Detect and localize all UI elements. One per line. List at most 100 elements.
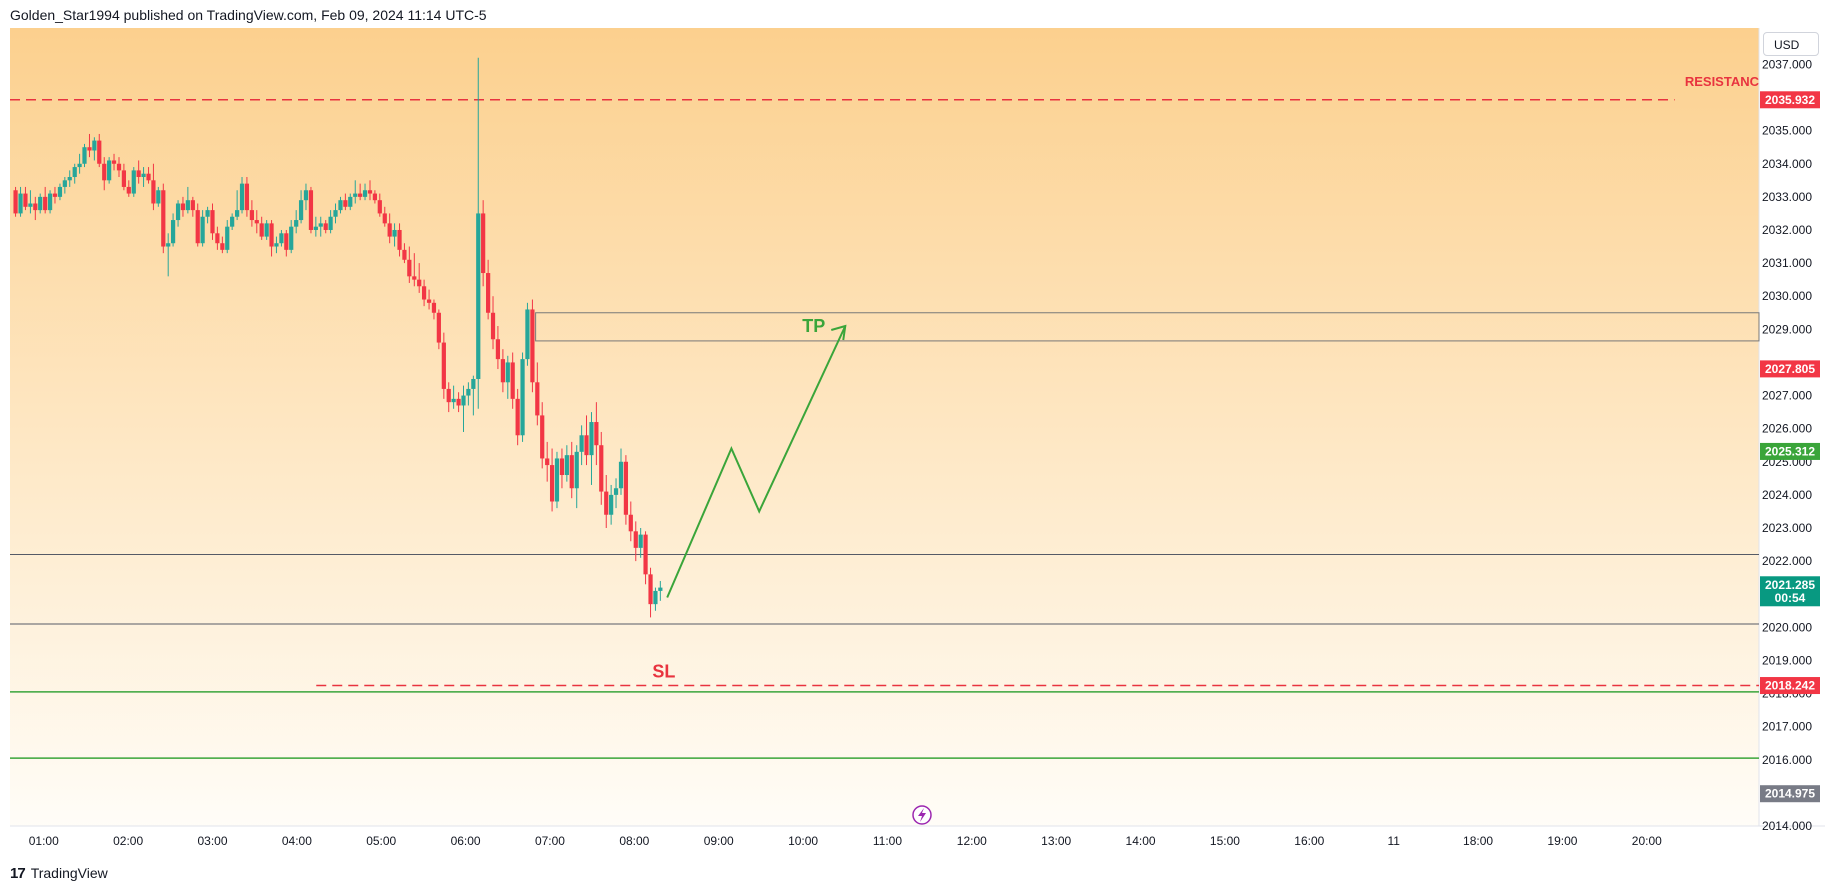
candle — [549, 448, 555, 512]
footer-brand[interactable]: 17 TradingView — [10, 862, 108, 884]
candle — [62, 177, 67, 194]
candle — [421, 279, 427, 307]
price-tick-label: 2024.000 — [1762, 488, 1812, 502]
price-label-badge: 2025.312 — [1760, 442, 1820, 460]
candle — [343, 193, 348, 211]
price-tick-label: 2014.000 — [1762, 819, 1812, 833]
time-tick-label: 05:00 — [366, 834, 396, 848]
candle-body — [505, 362, 510, 383]
candle — [338, 196, 343, 214]
price-tick-label: 2020.000 — [1762, 620, 1812, 634]
projection-path[interactable] — [666, 325, 847, 598]
currency-button[interactable]: USD — [1763, 32, 1819, 56]
time-tick-label: 20:00 — [1632, 834, 1662, 848]
candle-body — [161, 190, 166, 247]
time-tick-label: 04:00 — [282, 834, 312, 848]
candle — [170, 213, 176, 247]
price-label-text: 2025.312 — [1765, 444, 1815, 458]
tradingview-brand-text: TradingView — [30, 865, 108, 881]
annotation-layer: RESISTANC SL TP — [10, 74, 1760, 759]
candle — [82, 143, 87, 168]
price-label-text: 2035.932 — [1765, 93, 1815, 107]
candle-body — [604, 491, 609, 515]
candle — [481, 200, 486, 287]
candle-body — [486, 273, 491, 313]
candle-body — [175, 203, 181, 221]
time-tick-label: 02:00 — [113, 834, 143, 848]
candle-body — [569, 455, 574, 489]
candle — [230, 213, 235, 230]
candle-body — [471, 378, 476, 389]
candle-body — [111, 160, 117, 164]
candle-body — [638, 534, 643, 548]
candle-body — [609, 494, 614, 515]
candle-body — [446, 388, 451, 403]
candle-body — [549, 465, 555, 502]
price-tick-label: 2019.000 — [1762, 653, 1812, 667]
candle-body — [618, 461, 624, 489]
candle — [235, 190, 240, 221]
candle-body — [574, 451, 579, 489]
time-tick-label: 03:00 — [197, 834, 227, 848]
candle-body — [274, 243, 279, 247]
candle-body — [92, 140, 97, 151]
candle-body — [220, 243, 225, 250]
candle — [367, 180, 373, 201]
candle — [476, 57, 481, 409]
time-tick-label: 10:00 — [788, 834, 818, 848]
price-tick-label: 2029.000 — [1762, 322, 1812, 336]
candle-body — [564, 455, 569, 476]
candle — [175, 200, 181, 227]
candle-body — [436, 312, 441, 343]
candle-body — [495, 339, 501, 360]
candle-body — [308, 190, 314, 230]
candle-body — [510, 362, 515, 399]
candle — [47, 190, 53, 214]
price-label-bg — [1760, 576, 1820, 607]
candle-body — [166, 243, 171, 247]
price-tick-label: 2027.000 — [1762, 389, 1812, 403]
candle-body — [249, 210, 254, 221]
sl-label: SL — [652, 662, 675, 682]
candle — [111, 153, 117, 171]
price-label-badge: 2027.805 — [1760, 360, 1820, 378]
price-axis-background[interactable] — [1759, 28, 1825, 830]
time-tick-label: 11 — [1387, 834, 1400, 848]
time-axis[interactable]: 01:00 02:00 03:00 04:00 05:00 06:00 07:00 08:00… — [29, 834, 1662, 848]
candle — [436, 309, 441, 350]
candle-body — [397, 229, 402, 250]
candle-body — [377, 200, 382, 214]
time-axis-background[interactable] — [10, 826, 1825, 852]
candle-body — [210, 210, 215, 234]
candle — [264, 220, 269, 240]
candle-body — [294, 220, 299, 227]
candle — [490, 296, 496, 350]
candle — [554, 451, 560, 509]
candle-body — [559, 458, 565, 476]
candle — [308, 186, 314, 234]
candle — [520, 352, 525, 442]
candle-body — [313, 226, 318, 230]
candle-body — [525, 309, 530, 360]
time-tick-label: 18:00 — [1463, 834, 1493, 848]
candle-body — [417, 279, 422, 287]
candle — [569, 441, 574, 499]
candle — [397, 223, 402, 257]
candle-body — [264, 223, 269, 237]
candle-body — [328, 216, 333, 230]
candle — [97, 133, 102, 168]
candle — [269, 220, 274, 257]
plot-background — [10, 28, 1759, 830]
candle-body — [490, 312, 496, 340]
candle-body — [653, 590, 658, 605]
candle-body — [52, 193, 58, 197]
candle — [195, 203, 200, 247]
candle — [613, 478, 619, 509]
lightning-icon[interactable] — [912, 805, 932, 825]
candle — [525, 302, 530, 366]
candle — [303, 183, 309, 211]
supply-zone-box[interactable] — [535, 312, 1760, 342]
